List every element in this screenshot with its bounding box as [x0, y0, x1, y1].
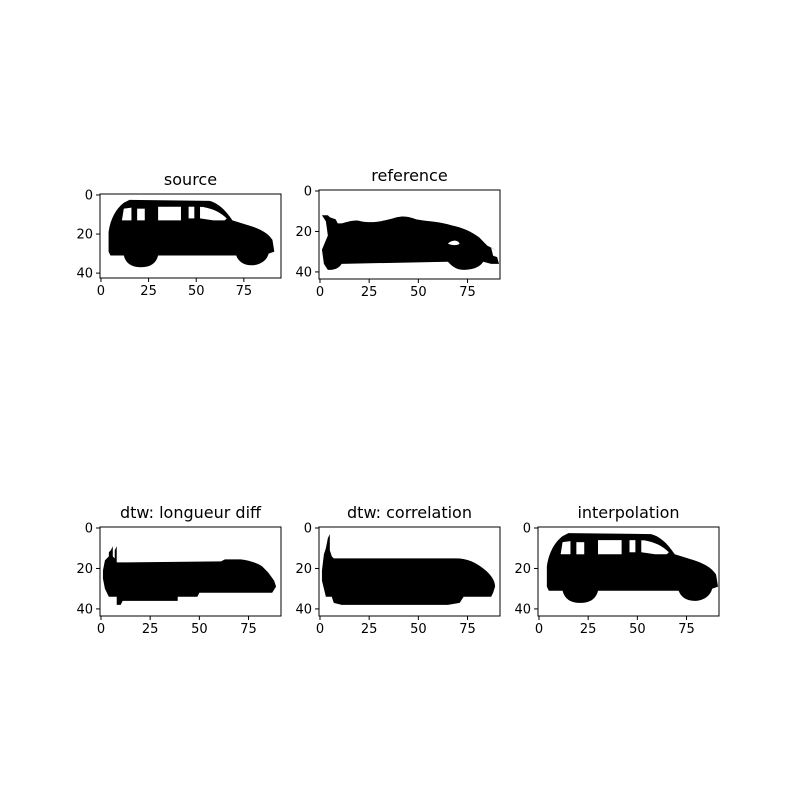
axes-frame — [99, 526, 282, 617]
x-tick-label: 0 — [97, 284, 105, 299]
x-tick-label: 0 — [316, 285, 324, 300]
x-tick-label: 75 — [236, 284, 253, 299]
axes-frame — [99, 193, 282, 279]
axes-frame — [318, 189, 501, 280]
x-tick-label: 50 — [188, 284, 205, 299]
panel-2: reference 0 25 50 75 0 20 40 — [295, 166, 501, 300]
panel-5: interpolation 0 25 50 75 0 20 40 — [514, 503, 720, 637]
y-tick-label: 0 — [523, 522, 531, 537]
axes-frame — [318, 526, 501, 617]
panel-3: dtw: longueur diff 0 25 50 75 0 20 40 — [76, 503, 282, 637]
x-tick-label: 25 — [140, 284, 157, 299]
y-tick-label: 0 — [304, 522, 312, 537]
y-tick-label: 20 — [514, 562, 531, 577]
x-tick-label: 25 — [142, 622, 159, 637]
axes-frame — [537, 526, 720, 617]
y-tick-label: 40 — [295, 265, 312, 280]
x-tick-label: 75 — [240, 622, 257, 637]
y-tick-label: 40 — [295, 602, 312, 617]
x-tick-label: 0 — [316, 622, 324, 637]
x-tick-label: 50 — [629, 622, 646, 637]
y-tick-label: 40 — [76, 267, 93, 282]
panel-title: interpolation — [577, 503, 679, 522]
y-tick-label: 0 — [85, 522, 93, 537]
panel-title: reference — [371, 166, 447, 185]
panel-4: dtw: correlation 0 25 50 75 0 20 40 — [295, 503, 501, 637]
x-tick-label: 25 — [580, 622, 597, 637]
y-tick-label: 0 — [304, 185, 312, 200]
panel-1: source 0 25 50 75 0 20 40 — [76, 170, 282, 299]
x-tick-label: 75 — [459, 622, 476, 637]
y-tick-label: 20 — [295, 562, 312, 577]
y-tick-label: 20 — [295, 225, 312, 240]
x-tick-label: 50 — [410, 622, 427, 637]
panel-title: source — [164, 170, 217, 189]
y-tick-label: 40 — [514, 602, 531, 617]
y-tick-label: 40 — [76, 602, 93, 617]
x-tick-label: 75 — [678, 622, 695, 637]
panel-title: dtw: longueur diff — [120, 503, 262, 522]
x-tick-label: 0 — [535, 622, 543, 637]
x-tick-label: 25 — [361, 622, 378, 637]
x-tick-label: 0 — [97, 622, 105, 637]
y-tick-label: 20 — [76, 562, 93, 577]
x-tick-label: 50 — [410, 285, 427, 300]
panel-title: dtw: correlation — [347, 503, 472, 522]
y-tick-label: 0 — [85, 188, 93, 203]
y-tick-label: 20 — [76, 228, 93, 243]
x-tick-label: 50 — [191, 622, 208, 637]
x-tick-label: 25 — [361, 285, 378, 300]
x-tick-label: 75 — [459, 285, 476, 300]
